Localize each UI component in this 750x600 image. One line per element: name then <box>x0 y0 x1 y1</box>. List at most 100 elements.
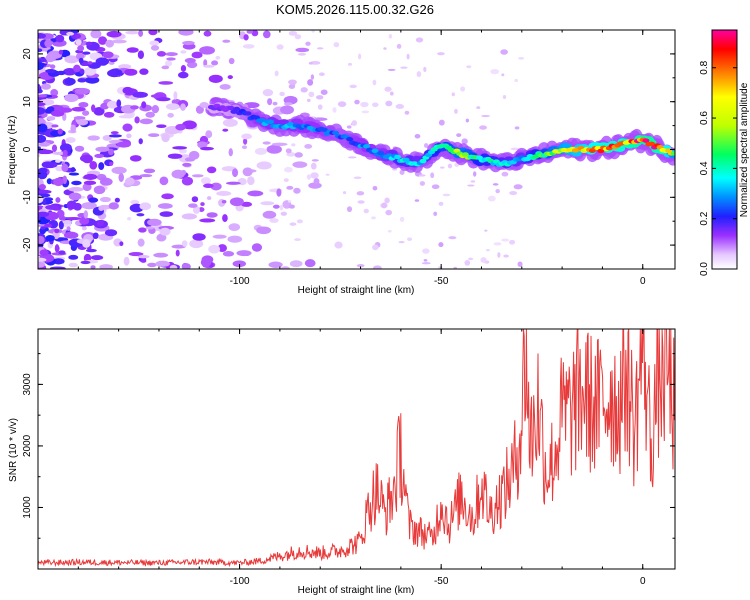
spectrogram-cell <box>222 214 228 223</box>
snr-y-ticks: 1000 2000 3000 <box>22 353 675 570</box>
spectrogram-cell <box>167 153 183 159</box>
spectrogram-cell <box>418 174 426 177</box>
spectrogram-cell <box>371 216 376 220</box>
spectrogram-cell <box>165 103 180 110</box>
spectrogram-cell <box>518 57 525 60</box>
spectrogram-cell <box>136 213 145 217</box>
spectrogram-cell <box>392 168 398 171</box>
spectrogram-cell <box>295 47 310 53</box>
spectrogram-cell <box>38 134 47 144</box>
spectrogram-cell <box>262 210 277 219</box>
snr-y-label: SNR (10 * v/v) <box>8 418 19 482</box>
spectrogram-cell <box>448 236 457 240</box>
spectrogram-cell <box>45 204 60 210</box>
spectrogram-cell <box>130 105 139 110</box>
spectrogram-cell <box>45 234 55 242</box>
spectrogram-cell <box>118 173 124 182</box>
spectrogram-cell <box>289 260 303 268</box>
y-tick-label: 1000 <box>22 496 33 519</box>
spectrogram-cell <box>78 57 84 64</box>
spectrogram-cell <box>161 65 170 70</box>
colorbar-label: Normalized spectral amplitude <box>739 82 750 217</box>
spectrogram-cell <box>383 47 387 50</box>
spectrogram-cell <box>62 68 77 76</box>
spectrogram-cell <box>201 177 211 185</box>
spectrogram-cell <box>208 74 223 83</box>
spectrogram-cell <box>297 52 307 56</box>
spectrogram-cell <box>62 219 73 225</box>
x-tick-label: -50 <box>434 276 449 287</box>
spectrogram-cell <box>242 167 253 177</box>
spectrogram-cell <box>199 46 215 55</box>
spectrogram-cell <box>57 128 63 135</box>
spectrogram-cell <box>351 120 358 126</box>
spectrogram-cell <box>143 168 156 174</box>
spectrogram-cell <box>88 197 99 203</box>
spectrogram-cell <box>316 47 324 50</box>
spectrogram-cell <box>461 138 468 145</box>
spectrogram-x-label: Height of straight line (km) <box>298 285 415 296</box>
spectrogram-cell <box>346 125 352 129</box>
spectrogram-cell <box>123 256 130 266</box>
spectrogram-cell <box>175 123 186 131</box>
spectrogram-cell <box>182 162 192 167</box>
spectrogram-cell <box>167 112 174 118</box>
spectrogram-cell <box>276 44 284 50</box>
spectrogram-cell <box>147 218 162 227</box>
spectrogram-cell <box>404 110 410 115</box>
spectrogram-cell <box>501 73 505 77</box>
spectrogram-cell <box>476 106 481 109</box>
spectrogram-cell <box>165 60 173 67</box>
spectrogram-cell <box>490 68 500 75</box>
spectrogram-cell <box>221 200 227 204</box>
spectrogram-cell <box>102 51 114 59</box>
spectrogram-cell <box>267 98 273 106</box>
spectrogram-cell <box>360 101 369 108</box>
spectrogram-cell <box>292 161 308 168</box>
spectrogram-cell <box>300 87 308 93</box>
spectrogram-cell <box>286 185 294 190</box>
spectrogram-cell <box>39 142 50 147</box>
spectrogram-cell <box>236 250 252 257</box>
spectrogram-cell <box>116 99 122 108</box>
spectrogram-cell <box>241 145 248 150</box>
spectrogram-cell <box>377 150 385 156</box>
spectrogram-cell <box>73 116 86 120</box>
spectrogram-cell <box>71 106 86 112</box>
spectrogram-cell <box>186 61 198 69</box>
spectrogram-cell <box>181 240 188 247</box>
x-tick-label: -50 <box>434 576 449 587</box>
spectrogram-cell <box>38 33 46 39</box>
spectrogram-cell <box>68 172 80 176</box>
spectrogram-cell <box>414 199 420 202</box>
spectrogram-cell <box>199 101 209 109</box>
spectrogram-cell <box>178 71 189 79</box>
spectrogram-cell <box>66 31 75 36</box>
colorbar: 0.0 0.2 0.4 0.6 0.8 Normalized spectral ampl… <box>699 29 750 276</box>
spectrogram-cell <box>127 217 132 221</box>
spectrogram-cell <box>269 218 279 223</box>
spectrogram-cell <box>311 30 315 33</box>
spectrogram-cell <box>464 260 471 266</box>
spectrogram-cell <box>316 95 324 100</box>
spectrogram-cell <box>501 171 509 177</box>
spectrogram-cell <box>394 154 402 160</box>
spectrogram-cell <box>66 200 77 210</box>
spectrogram-cell <box>116 141 131 148</box>
spectrogram-cell <box>372 265 382 269</box>
spectrogram-cell <box>406 53 410 60</box>
spectrogram-cell <box>294 238 301 241</box>
spectrogram-cell <box>416 71 422 78</box>
spectrogram-cell <box>390 91 394 96</box>
spectrogram-cell <box>156 233 167 242</box>
spectrogram-cell <box>310 74 315 80</box>
spectrogram-cell <box>481 114 491 118</box>
spectrogram-cell <box>98 36 108 45</box>
spectrogram-cell <box>454 108 458 114</box>
spectrogram-cell <box>222 251 235 257</box>
spectrogram-cell <box>276 188 282 197</box>
spectrogram-cell <box>431 184 440 190</box>
spectrogram-cell <box>137 50 145 60</box>
spectrogram-cell <box>184 57 196 64</box>
spectrogram-cell <box>288 83 296 89</box>
